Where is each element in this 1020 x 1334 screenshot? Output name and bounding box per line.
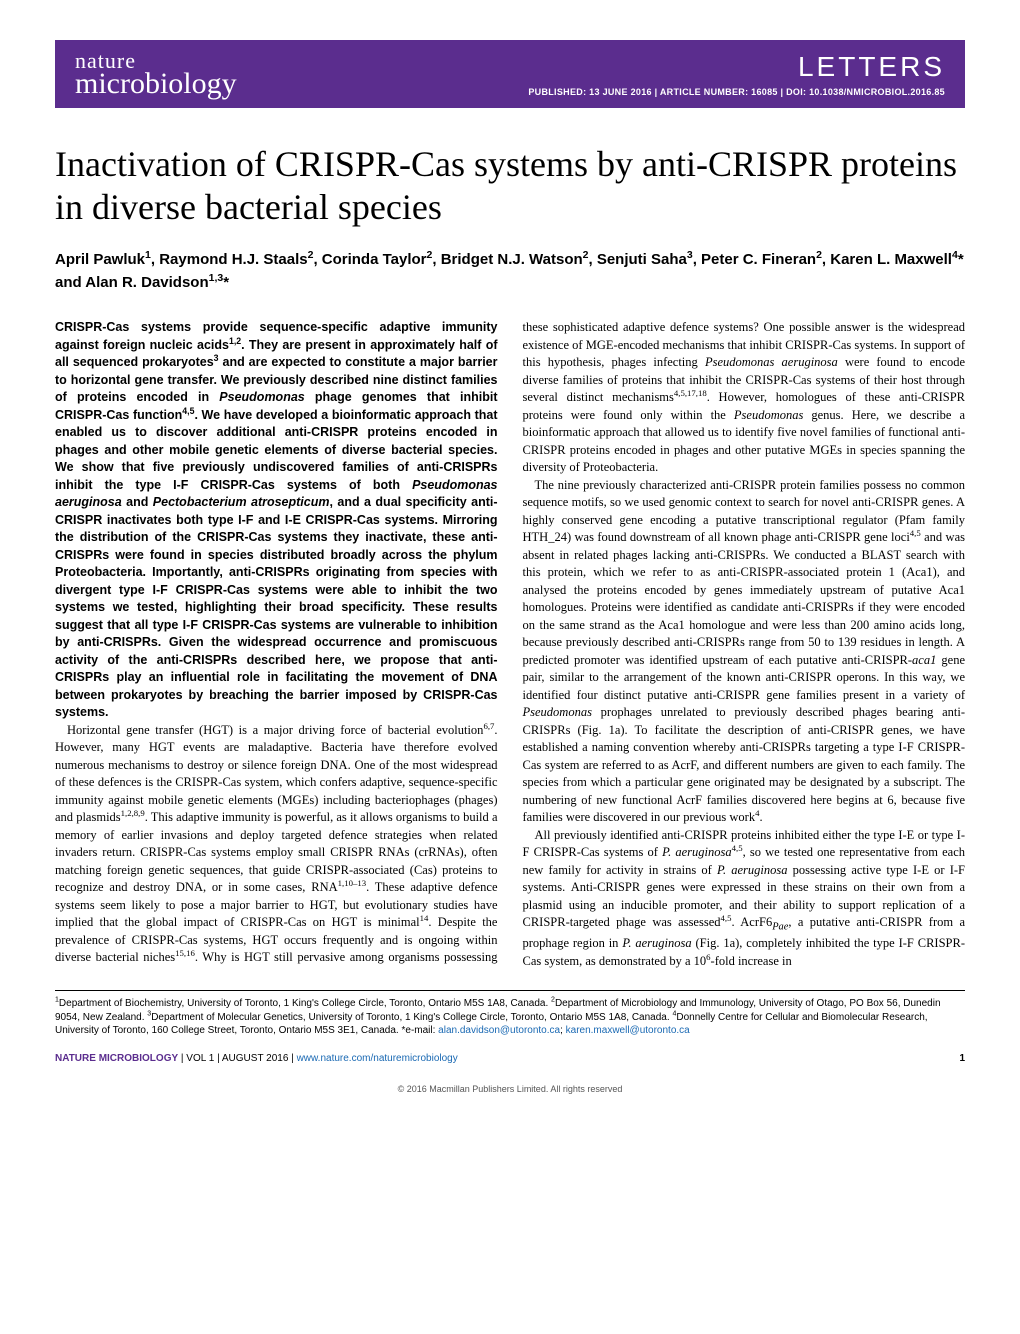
affiliations: 1Department of Biochemistry, University … [55,997,965,1038]
header-right: LETTERS PUBLISHED: 13 JUNE 2016 | ARTICL… [528,51,945,97]
footer-url[interactable]: www.nature.com/naturemicrobiology [297,1053,458,1064]
section-label: LETTERS [528,51,945,83]
footer-separator [55,990,965,991]
footer-citation: NATURE MICROBIOLOGY | VOL 1 | AUGUST 201… [55,1053,458,1064]
copyright-notice: © 2016 Macmillan Publishers Limited. All… [55,1084,965,1094]
footer-line: NATURE MICROBIOLOGY | VOL 1 | AUGUST 201… [55,1053,965,1064]
body-paragraph-3: All previously identified anti-CRISPR pr… [523,827,966,971]
footer-brand: NATURE MICROBIOLOGY [55,1053,178,1064]
journal-name-bottom: microbiology [75,71,237,97]
authors-list: April Pawluk1, Raymond H.J. Staals2, Cor… [55,249,965,294]
journal-logo: nature microbiology [75,52,237,96]
publication-info: PUBLISHED: 13 JUNE 2016 | ARTICLE NUMBER… [528,87,945,97]
abstract: CRISPR-Cas systems provide sequence-spec… [55,319,498,722]
body-paragraph-2: The nine previously characterized anti-C… [523,477,966,827]
footer-issue: | VOL 1 | AUGUST 2016 | [178,1053,296,1064]
body-columns: CRISPR-Cas systems provide sequence-spec… [55,319,965,970]
article-title: Inactivation of CRISPR-Cas systems by an… [55,143,965,229]
page-number: 1 [959,1053,965,1064]
header-banner: nature microbiology LETTERS PUBLISHED: 1… [55,40,965,108]
